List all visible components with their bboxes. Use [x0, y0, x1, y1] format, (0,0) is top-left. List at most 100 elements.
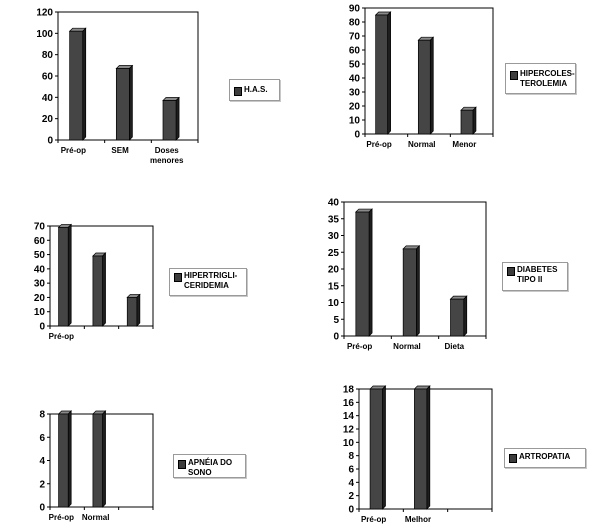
y-tick-label: 4: [39, 456, 45, 467]
legend-label: H.A.S.: [244, 85, 268, 94]
x-tick-label: SEM: [111, 146, 129, 155]
bar-side: [472, 106, 477, 135]
y-tick-label: 20: [349, 102, 361, 113]
y-tick-label: 20: [42, 114, 54, 125]
x-tick-label: Menor: [452, 140, 476, 149]
bar-front: [369, 388, 383, 510]
y-tick-label: 10: [34, 307, 46, 318]
y-tick-label: 0: [348, 505, 354, 516]
x-tick-label: Pré-op: [366, 140, 391, 149]
legend-box: DIABETES TIPO II: [502, 262, 568, 291]
chart-4: 0 5 10 15 20 25 30 35 40 Pré-op Normal Dieta: [328, 198, 487, 351]
legend-label: APNÉIA DO SONO: [188, 458, 233, 477]
y-tick-label: 15: [328, 281, 340, 292]
bar-side: [67, 410, 72, 508]
y-tick-label: 80: [349, 18, 361, 29]
y-tick-label: 6: [39, 433, 45, 444]
bar: [92, 252, 107, 327]
y-tick-label: 30: [34, 279, 46, 290]
bar: [162, 96, 180, 141]
bar-side: [429, 36, 434, 135]
y-tick-label: 70: [349, 32, 361, 43]
legend-swatch: [510, 71, 518, 80]
bar-front: [126, 297, 138, 327]
y-tick-label: 20: [34, 293, 46, 304]
x-tick-label: Pré-op: [361, 515, 386, 524]
legend-box: HIPERCOLES- TEROLEMIA: [505, 63, 576, 94]
bar: [417, 36, 435, 135]
y-tick-label: 60: [34, 236, 46, 247]
bar-side: [416, 245, 420, 337]
legend-swatch: [234, 87, 242, 96]
y-tick-label: 5: [333, 315, 339, 326]
y-tick-label: 8: [348, 451, 354, 462]
bar-front: [162, 100, 177, 141]
bar-front: [92, 255, 103, 327]
legend-label: HIPERCOLES- TEROLEMIA: [520, 69, 575, 88]
legend-label: ARTROPATIA: [519, 452, 571, 461]
bar-front: [355, 211, 370, 337]
y-tick-label: 40: [328, 198, 340, 209]
y-tick-label: 14: [343, 411, 355, 422]
bar-front: [92, 413, 103, 508]
y-tick-label: 8: [39, 410, 45, 421]
legend-swatch: [174, 273, 182, 282]
y-tick-label: 50: [34, 250, 46, 261]
bar-front: [375, 14, 388, 135]
chart-1: 0 20 40 60 80 100 120 Pré-op SEM Doses menores: [36, 8, 199, 165]
y-tick-label: 90: [349, 4, 361, 15]
bar: [449, 295, 468, 337]
y-tick-label: 100: [36, 29, 53, 40]
bar-side: [129, 64, 133, 141]
bar-side: [463, 295, 468, 337]
legend-swatch: [509, 454, 517, 463]
y-tick-label: 16: [343, 398, 355, 409]
bar-side: [67, 223, 72, 327]
y-tick-label: 120: [36, 8, 53, 19]
y-tick-label: 60: [349, 46, 361, 57]
bar: [354, 208, 373, 337]
x-tick-label: Pré-op: [61, 146, 86, 155]
bar-side: [368, 208, 373, 337]
y-tick-label: 30: [349, 88, 361, 99]
bar: [57, 223, 73, 327]
bar-front: [460, 109, 474, 135]
bar: [115, 64, 134, 141]
chart-2: 0 10 20 30 40 50 60 70 80 90 Pré-op Normal Menor: [349, 4, 494, 149]
legend-box: ARTROPATIA: [504, 448, 586, 468]
bar: [92, 410, 107, 508]
bar-front: [69, 30, 84, 141]
chart-3: 0 10 20 30 40 50 60 70 Pré-op: [34, 222, 154, 341]
bar: [402, 245, 421, 337]
bar: [68, 27, 87, 141]
bar: [413, 385, 431, 510]
legend-label: HIPERTRIGLI- CERIDEMIA: [184, 271, 238, 290]
legend-box: H.A.S.: [229, 79, 280, 101]
bar: [57, 410, 73, 508]
y-tick-label: 20: [328, 265, 340, 276]
bar-side: [136, 293, 141, 327]
chart-5: 0 2 4 6 8 Pré-op Normal: [39, 410, 154, 522]
legend-box: HIPERTRIGLI- CERIDEMIA: [169, 268, 247, 296]
y-tick-label: 2: [39, 479, 45, 490]
x-tick-label: Pré-op: [49, 513, 74, 522]
y-tick-label: 40: [349, 74, 361, 85]
bar-front: [414, 388, 428, 510]
y-tick-label: 30: [328, 231, 340, 242]
y-tick-label: 2: [348, 491, 354, 502]
y-tick-label: 10: [328, 298, 340, 309]
y-tick-label: 4: [348, 478, 354, 489]
y-tick-label: 18: [343, 385, 355, 396]
bar-side: [382, 385, 386, 510]
bar-front: [115, 68, 130, 141]
y-tick-label: 40: [42, 93, 54, 104]
bar-front: [58, 413, 69, 508]
x-tick-label: Pré-op: [49, 332, 74, 341]
bar-front: [402, 248, 417, 337]
bar-side: [175, 96, 180, 141]
bar-front: [58, 227, 69, 327]
bar-side: [102, 252, 106, 327]
y-tick-label: 6: [348, 465, 354, 476]
bar-side: [426, 385, 431, 510]
